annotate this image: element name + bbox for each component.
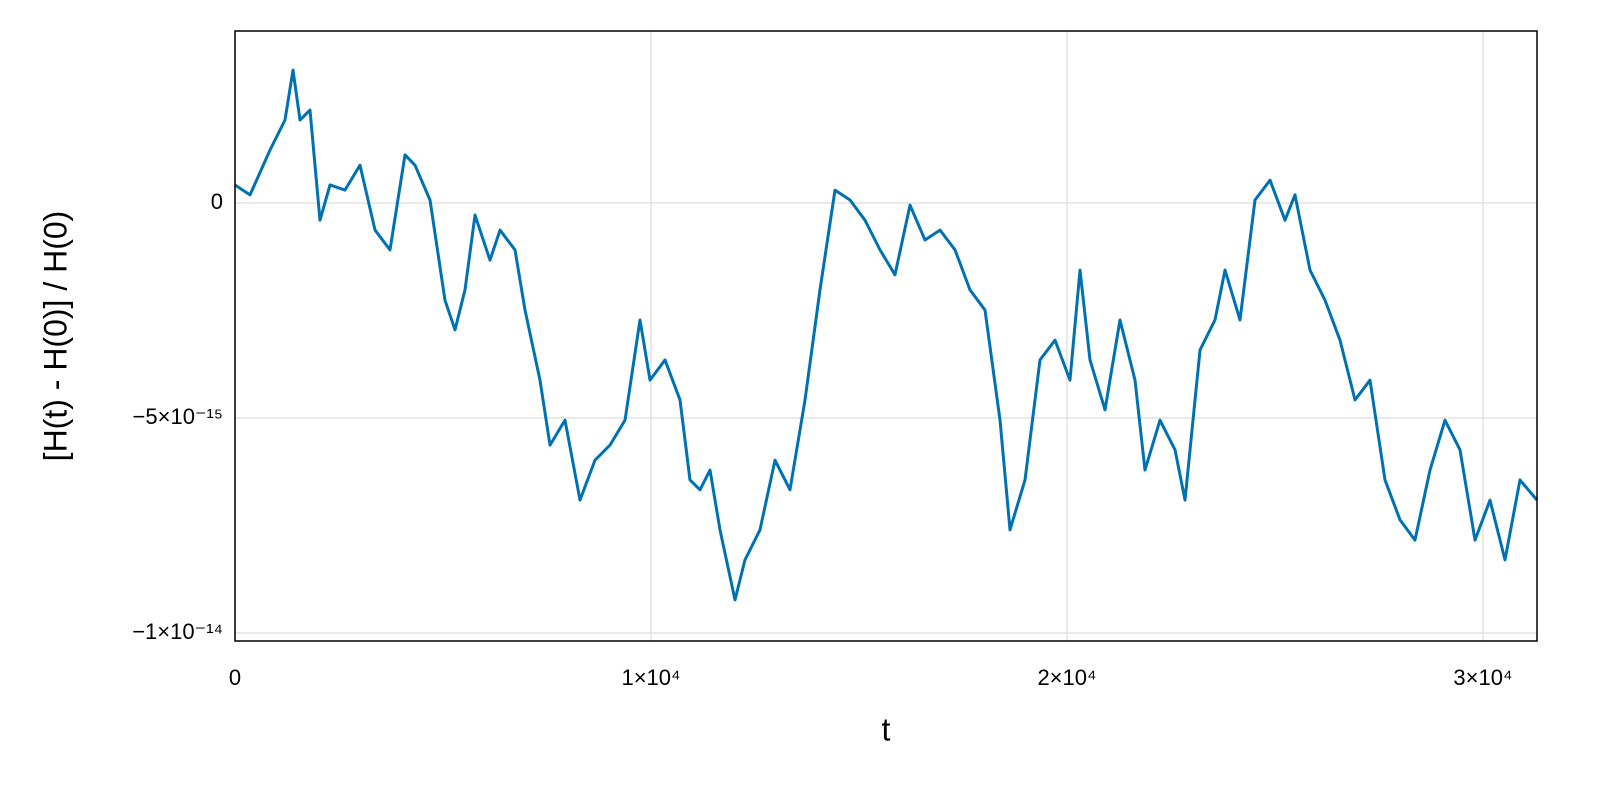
- y-tick-label: −1×10⁻¹⁴: [132, 619, 223, 644]
- x-axis-label: t: [882, 711, 891, 747]
- x-tick-label: 0: [229, 665, 241, 690]
- x-tick-label: 3×10⁴: [1453, 665, 1512, 690]
- x-tick-label: 1×10⁴: [621, 665, 680, 690]
- x-tick-label: 2×10⁴: [1037, 665, 1096, 690]
- plot-area: [234, 68, 1539, 602]
- y-tick-label: 0: [211, 189, 223, 214]
- data-line: [234, 68, 1539, 602]
- grid: [234, 31, 1537, 641]
- y-tick-label: −5×10⁻¹⁵: [133, 404, 223, 429]
- y-axis-label: [H(t) - H(0)] / H(0): [37, 211, 73, 462]
- plot-frame: [234, 30, 1538, 642]
